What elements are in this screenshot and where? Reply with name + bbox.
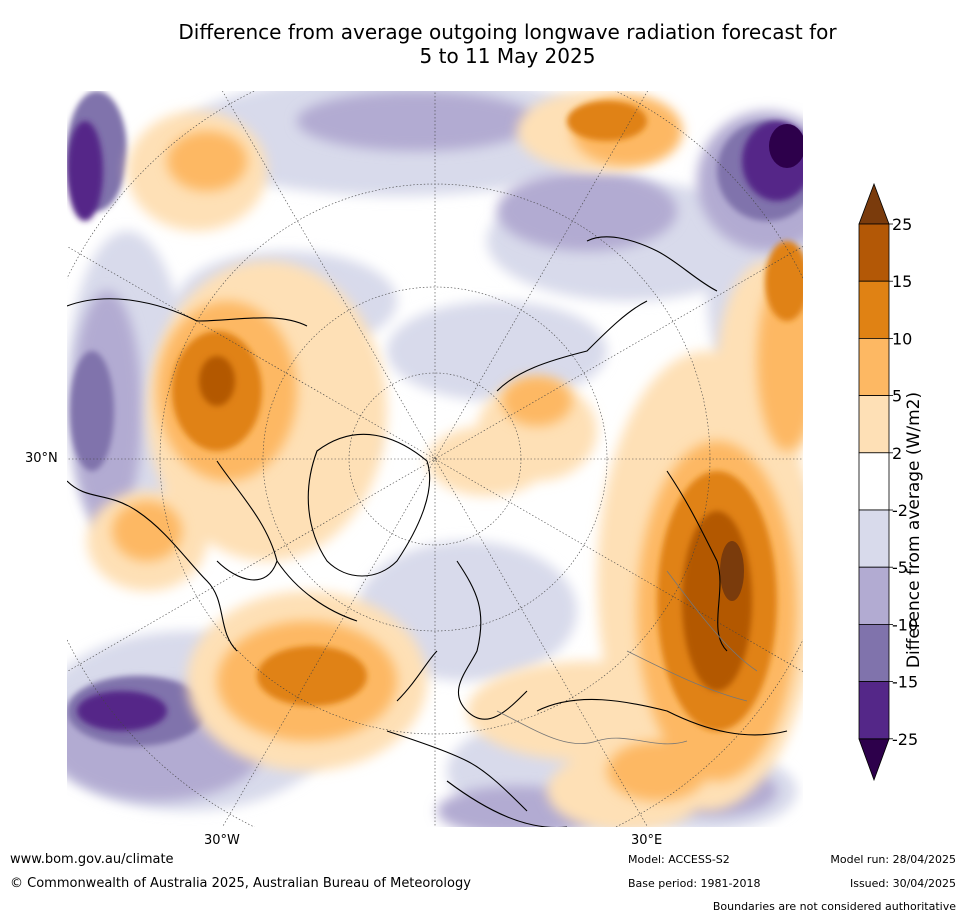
hudson-bay-coast [216,460,278,581]
colorbar-block-m10_m15 [858,623,890,682]
colorbar-block-2_5 [858,395,890,454]
colorbar-tick-label: -5 [892,558,908,577]
greenland-coast [307,433,431,577]
colorbar-tick-label: -25 [892,730,918,749]
meridian-300 [67,246,803,672]
title-line-1: Difference from average outgoing longwav… [178,20,837,44]
label-30e: 30°E [631,833,663,848]
label-30n: 30°N [25,451,58,466]
colorbar-tick-label: 5 [892,387,902,406]
footer-disclaimer: Boundaries are not considered authoritat… [712,900,956,913]
colorbar-block-5_10 [858,337,890,396]
map-title: Difference from average outgoing longwav… [100,20,915,68]
footer-model: Model: ACCESS-S2 [628,853,730,866]
colorbar-top-arrow [858,182,890,225]
british-isles-coast [396,650,438,702]
anomaly-darkest-purple-areas [769,124,803,168]
colorbar-title: Difference from average (W/m2) [904,391,924,669]
colorbar-tick-label: -2 [892,501,908,520]
colorbar-tick-label: 15 [892,272,912,291]
colorbar-graphic: 25 15 10 5 2 -2 -5 -10 -15 -25 [858,182,918,782]
alaska-coast [67,298,308,327]
map-canvas [67,91,803,827]
siberia-coast [496,300,648,392]
anomaly-darkest-brown-areas [720,541,744,601]
colorbar-block-neutral [858,452,890,511]
north-america-west [67,480,238,652]
colorbar-block-15_25 [858,223,890,282]
footer-model-run: Model run: 28/04/2025 [830,853,956,866]
footer-website[interactable]: www.bom.gov.au/climate [10,852,174,867]
colorbar-tick-label: -10 [892,615,918,634]
country-borders [496,570,758,745]
label-30w: 30°W [204,833,240,848]
latitude-circle-50n [262,286,608,632]
coastlines [67,236,788,827]
meridian-330 [222,91,648,827]
colorbar-block-m5_m10 [858,566,890,625]
colorbar-block-10_15 [858,280,890,339]
colorbar: 25 15 10 5 2 -2 -5 -10 -15 -25 [855,182,965,784]
colorbar-block-m15_m25 [858,681,890,740]
europe-west-coast [386,730,528,812]
polar-map [67,91,803,827]
colorbar-block-m2_m5 [858,509,890,568]
colorbar-tick-label: 10 [892,329,912,348]
colorbar-tick-label: -15 [892,673,918,692]
colorbar-tick-label: 2 [892,444,902,463]
footer-copyright: © Commonwealth of Australia 2025, Austra… [10,876,471,891]
central-asia-outline [666,470,728,652]
title-line-2: 5 to 11 May 2025 [419,44,596,68]
black-sea-region [536,698,788,736]
kamchatka-coast [586,236,718,292]
graticule [67,91,803,827]
meridian-60 [67,246,803,672]
meridian-30 [222,91,648,827]
scandinavia-coast [456,560,528,720]
footer-base-period: Base period: 1981-2018 [628,877,761,890]
colorbar-tick-label: 25 [892,215,912,234]
colorbar-ticks: 25 15 10 5 2 -2 -5 -10 -15 -25 [889,215,918,749]
mediterranean-coast [446,780,567,827]
footer-issued: Issued: 30/04/2025 [849,877,956,890]
labrador-coast [276,560,358,622]
colorbar-blocks [858,223,890,740]
colorbar-bottom-arrow [858,738,890,782]
